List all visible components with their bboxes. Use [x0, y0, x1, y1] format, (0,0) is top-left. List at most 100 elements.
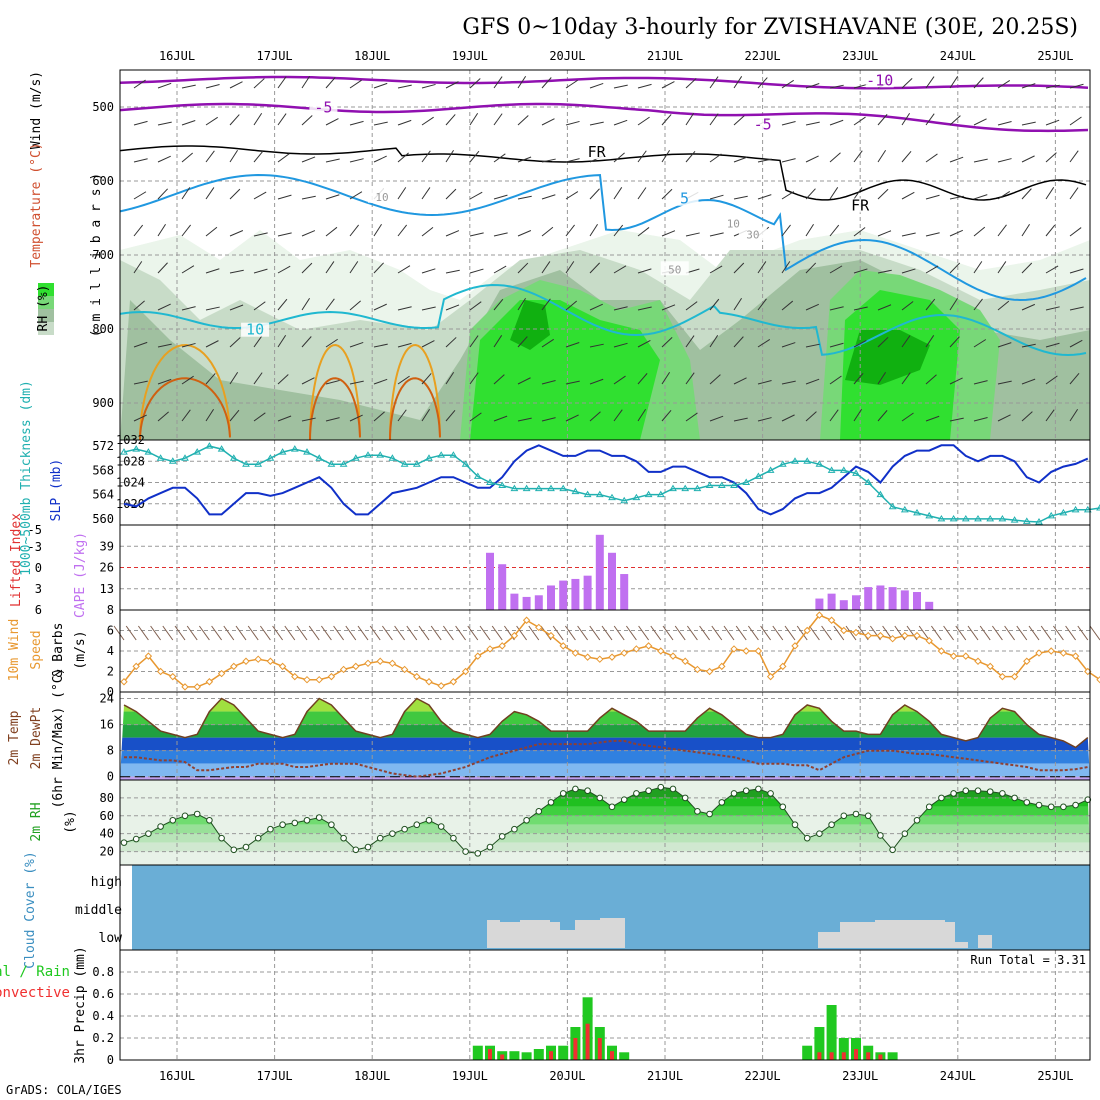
wind-barb-10m — [808, 625, 820, 641]
slp-ylabel: SLP (mb) — [49, 459, 64, 522]
wind-speed-marker — [998, 672, 1007, 681]
wind-speed-marker — [376, 657, 384, 665]
wind-barb — [1045, 152, 1057, 163]
wind-barb — [469, 191, 483, 200]
wind-barb-10m — [979, 625, 991, 641]
wind-barb-10m — [284, 625, 296, 641]
rh-marker — [596, 794, 604, 802]
cloud-panel: high middle low Cloud Cover (%) — [23, 851, 1091, 969]
precip-conv-bar — [817, 1052, 822, 1060]
wind-barb — [517, 377, 531, 385]
wind-barb — [829, 84, 844, 89]
temp-line — [123, 697, 1089, 749]
thickness-marker — [303, 448, 311, 455]
thickness-marker — [1071, 505, 1080, 513]
wind-speed-marker — [913, 631, 921, 640]
wind-barb — [229, 304, 244, 311]
rh-marker — [828, 821, 835, 829]
wind-barb-10m — [735, 625, 747, 641]
wind-barb — [613, 187, 623, 200]
cape-bar — [559, 580, 568, 610]
wind-barb — [1069, 83, 1084, 89]
wind-barb — [949, 336, 960, 348]
wind-barb — [877, 336, 889, 348]
thickness-marker — [132, 445, 141, 452]
wind-barb — [517, 297, 526, 311]
wind-barb — [949, 229, 964, 237]
thickness-marker — [1083, 505, 1092, 513]
wind-barb — [157, 378, 172, 385]
wind-speed-marker — [754, 647, 763, 655]
wind-barb — [349, 341, 364, 348]
thickness-marker — [327, 460, 336, 467]
wind-barb — [373, 303, 387, 311]
rh-marker — [352, 846, 360, 854]
wind-barb — [901, 301, 914, 311]
wind-barb-10m — [601, 625, 613, 641]
thickness-marker — [803, 457, 812, 464]
wind-barb — [133, 300, 145, 311]
wind-barb — [325, 298, 335, 311]
wind-speed-marker — [596, 655, 604, 663]
li-ylabel: Lifted Index — [9, 513, 24, 607]
wind-speed-marker — [901, 631, 909, 640]
wind-barb — [301, 195, 316, 200]
wind-barb-10m — [869, 625, 881, 641]
wind-barb — [1021, 188, 1032, 200]
wind-barb — [157, 82, 172, 89]
precip-total-bar — [887, 1052, 898, 1060]
cloud-low-block — [520, 920, 550, 948]
wind-barb-10m — [137, 625, 149, 641]
wind-barb-10m — [369, 625, 381, 641]
rh-marker — [328, 821, 335, 829]
wind-barb-10m — [918, 625, 930, 641]
wind-speed-marker — [962, 652, 970, 660]
wind-barb — [1045, 224, 1056, 237]
thickness-marker — [864, 478, 873, 485]
thickness-marker — [1035, 517, 1043, 525]
wind-barb — [853, 306, 868, 311]
wind-barb — [973, 261, 983, 274]
wind-speed-marker — [1047, 647, 1055, 655]
profile-ylabel-wind: Wind (m/s) — [29, 71, 44, 149]
wind-barb — [445, 81, 459, 89]
precip-conv-bar — [829, 1052, 834, 1060]
wind-barb — [445, 269, 460, 274]
thickness-marker — [717, 481, 726, 489]
temp-bands — [120, 698, 1090, 780]
wind-barb-10m — [650, 625, 662, 641]
wind-barb — [277, 194, 292, 200]
top-date-label: 21JUL — [647, 49, 683, 63]
precip-ylabel-3: Convective — [0, 985, 70, 1001]
wind-barb — [733, 156, 748, 163]
contour-label-bg — [582, 145, 611, 160]
profile-ylabel-mb: ( m i l l i b a r s ) — [89, 173, 104, 337]
thickness-tick: 568 — [92, 463, 114, 477]
wind-barb — [565, 414, 579, 422]
wind-barb — [589, 343, 604, 348]
wind-barb-10m — [113, 625, 125, 641]
wind-barb — [325, 261, 335, 274]
wind-barb — [301, 156, 316, 163]
wind-barb-10m — [430, 625, 442, 641]
slp-line — [123, 444, 1089, 516]
rh-marker — [779, 803, 787, 811]
wind-barb — [445, 337, 457, 348]
rh-legend-swatch — [38, 322, 54, 335]
wind-barb — [253, 301, 266, 311]
wind-barb — [829, 409, 839, 422]
wind-speed-marker — [730, 645, 738, 653]
wind-barb — [493, 335, 503, 348]
wind-barb — [1069, 372, 1080, 385]
wind-barb-10m — [503, 625, 515, 641]
wind-barb — [733, 377, 747, 385]
contour-label: -5 — [754, 116, 772, 134]
temp-ylabel-3: (6hr Min/Max) (°C) — [51, 668, 66, 809]
wind-barb — [541, 118, 555, 126]
wind-barb — [901, 191, 915, 200]
wind-barb-10m — [1040, 625, 1052, 641]
contour-temp-20 — [389, 377, 441, 441]
wind-speed-marker — [742, 647, 750, 655]
wind-barb-10m — [564, 625, 576, 641]
wind-barb-10m — [491, 625, 503, 641]
